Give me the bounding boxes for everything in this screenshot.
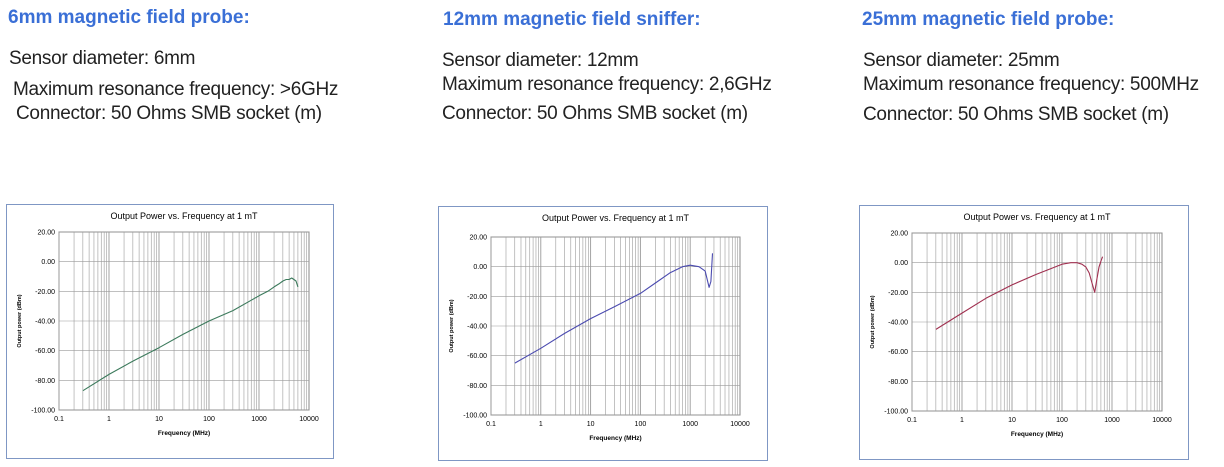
y-tick-label: -60.00 (467, 353, 487, 360)
series-line (935, 256, 1104, 330)
x-tick-label: 100 (1056, 417, 1068, 424)
spec-connector: Connector: 50 Ohms SMB socket (m) (16, 103, 322, 124)
x-tick-label: 100 (635, 421, 647, 428)
y-tick-label: -80.00 (467, 383, 487, 390)
chart-svg: Output Power vs. Frequency at 1 mT 20.00 0… (449, 213, 750, 442)
x-tick-label: 10000 (299, 416, 319, 423)
y-axis-label: Output power (dBm) (870, 295, 876, 348)
x-tick-label: 1 (539, 421, 543, 428)
x-tick-label: 10 (1008, 417, 1016, 424)
chart-title: Output Power vs. Frequency at 1 mT (542, 213, 690, 223)
x-tick-label: 10 (587, 421, 595, 428)
spec-sensor-diameter: Sensor diameter: 6mm (9, 48, 196, 69)
y-tick-label: 0.00 (894, 260, 908, 267)
spec-max-resonance: Maximum resonance frequency: >6GHz (13, 79, 339, 100)
y-tick-label: 20.00 (37, 230, 55, 237)
probe-title: 12mm magnetic field sniffer: (443, 9, 701, 30)
x-tick-label: 0.1 (907, 417, 917, 424)
y-tick-label: -40.00 (467, 324, 487, 331)
y-tick-label: -80.00 (888, 379, 908, 386)
x-tick-label: 1 (107, 416, 111, 423)
series-line (514, 253, 714, 364)
y-axis-label: Output power (dBm) (17, 294, 23, 347)
y-tick-label: -20.00 (467, 294, 487, 301)
y-tick-label: -100.00 (31, 408, 55, 415)
y-tick-label: -100.00 (463, 413, 487, 420)
spec-sensor-diameter: Sensor diameter: 25mm (863, 50, 1060, 71)
y-axis-label: Output power (dBm) (449, 299, 455, 352)
x-tick-label: 1 (960, 417, 964, 424)
x-axis-label: Frequency (MHz) (1011, 431, 1063, 438)
series-line (82, 277, 299, 392)
y-tick-label: -100.00 (884, 409, 908, 416)
chart-12mm: Output Power vs. Frequency at 1 mT 20.00 0… (438, 206, 768, 461)
x-tick-label: 0.1 (486, 421, 496, 428)
y-tick-label: 0.00 (473, 264, 487, 271)
x-tick-label: 10000 (1152, 417, 1172, 424)
y-tick-label: -40.00 (35, 319, 55, 326)
spec-connector: Connector: 50 Ohms SMB socket (m) (442, 103, 748, 124)
chart-title: Output Power vs. Frequency at 1 mT (110, 211, 258, 221)
chart-25mm: Output Power vs. Frequency at 1 mT 20.00 0… (859, 205, 1189, 460)
x-tick-label: 0.1 (54, 416, 64, 423)
y-tick-label: -40.00 (888, 320, 908, 327)
spec-max-resonance: Maximum resonance frequency: 2,6GHz (442, 74, 772, 95)
x-tick-label: 10 (155, 416, 163, 423)
y-tick-label: -80.00 (35, 378, 55, 385)
y-tick-label: -60.00 (888, 349, 908, 356)
x-tick-label: 1000 (682, 421, 698, 428)
y-tick-label: -20.00 (888, 290, 908, 297)
y-tick-label: -60.00 (35, 348, 55, 355)
y-tick-label: 20.00 (469, 235, 487, 242)
x-tick-label: 1000 (1104, 417, 1120, 424)
spec-sensor-diameter: Sensor diameter: 12mm (442, 50, 639, 71)
x-axis-label: Frequency (MHz) (589, 435, 641, 442)
y-tick-label: 0.00 (41, 259, 55, 266)
chart-6mm: Output Power vs. Frequency at 1 mT 20.00 0… (6, 204, 334, 459)
spec-connector: Connector: 50 Ohms SMB socket (m) (863, 104, 1169, 125)
chart-svg: Output Power vs. Frequency at 1 mT 20.00 0… (870, 212, 1172, 438)
x-axis-label: Frequency (MHz) (158, 430, 210, 437)
y-tick-label: 20.00 (890, 231, 908, 238)
x-tick-label: 100 (203, 416, 215, 423)
spec-max-resonance: Maximum resonance frequency: 500MHz (863, 74, 1199, 95)
x-tick-label: 1000 (251, 416, 267, 423)
probe-title: 25mm magnetic field probe: (862, 9, 1115, 30)
chart-title: Output Power vs. Frequency at 1 mT (963, 212, 1111, 222)
y-tick-label: -20.00 (35, 289, 55, 296)
x-tick-label: 10000 (730, 421, 750, 428)
probe-title: 6mm magnetic field probe: (8, 7, 250, 28)
chart-svg: Output Power vs. Frequency at 1 mT 20.00 0… (17, 211, 319, 437)
